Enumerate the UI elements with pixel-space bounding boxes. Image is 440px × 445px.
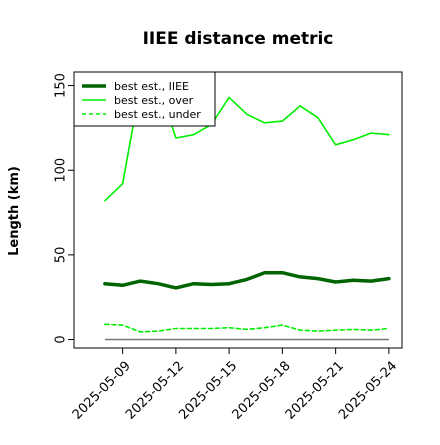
y-tick-label: 100 [54, 158, 69, 183]
y-tick-label: 0 [54, 335, 69, 343]
legend-label-1: best est., over [114, 94, 194, 107]
legend-label-0: best est., IIEE [114, 80, 189, 93]
legend-box [73, 71, 216, 127]
y-tick-label: 50 [54, 247, 69, 264]
y-axis-label: Length (km) [7, 166, 22, 256]
series-line-0 [103, 270, 391, 290]
series-line-2 [104, 323, 390, 333]
plot-frame [73, 71, 403, 349]
chart-title: IIEE distance metric [143, 29, 334, 49]
y-tick-label: 150 [54, 73, 69, 98]
legend-label-2: best est., under [114, 108, 201, 121]
